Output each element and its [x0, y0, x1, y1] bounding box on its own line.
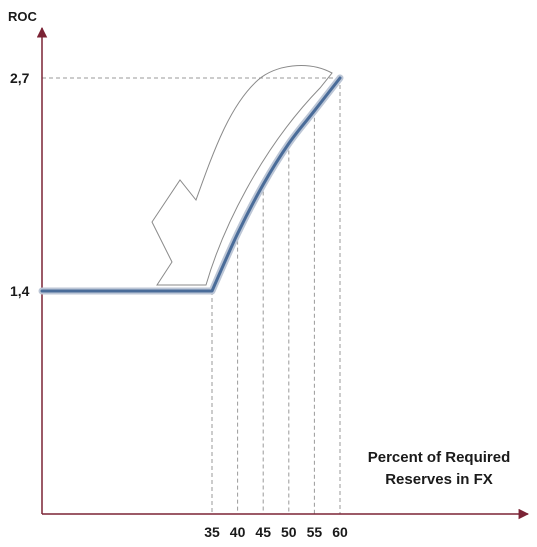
x-axis-label-line-2: Reserves in FX	[385, 471, 493, 488]
y-tick-label: 2,7	[10, 70, 30, 86]
y-tick-label: 1,4	[10, 283, 30, 299]
y-axis-label: ROC	[8, 9, 38, 24]
x-tick-label: 35	[204, 524, 220, 540]
x-tick-label: 50	[281, 524, 297, 540]
x-tick-label: 40	[230, 524, 246, 540]
x-axis-label-line-1: Percent of Required	[368, 449, 511, 466]
curved-arrow-annotation	[151, 65, 333, 286]
roc-line	[40, 76, 342, 293]
roc-line-shadow	[38, 74, 344, 295]
x-tick-label: 60	[332, 524, 348, 540]
x-tick-label: 55	[307, 524, 323, 540]
x-tick-label: 45	[255, 524, 271, 540]
reference-lines	[42, 77, 341, 514]
